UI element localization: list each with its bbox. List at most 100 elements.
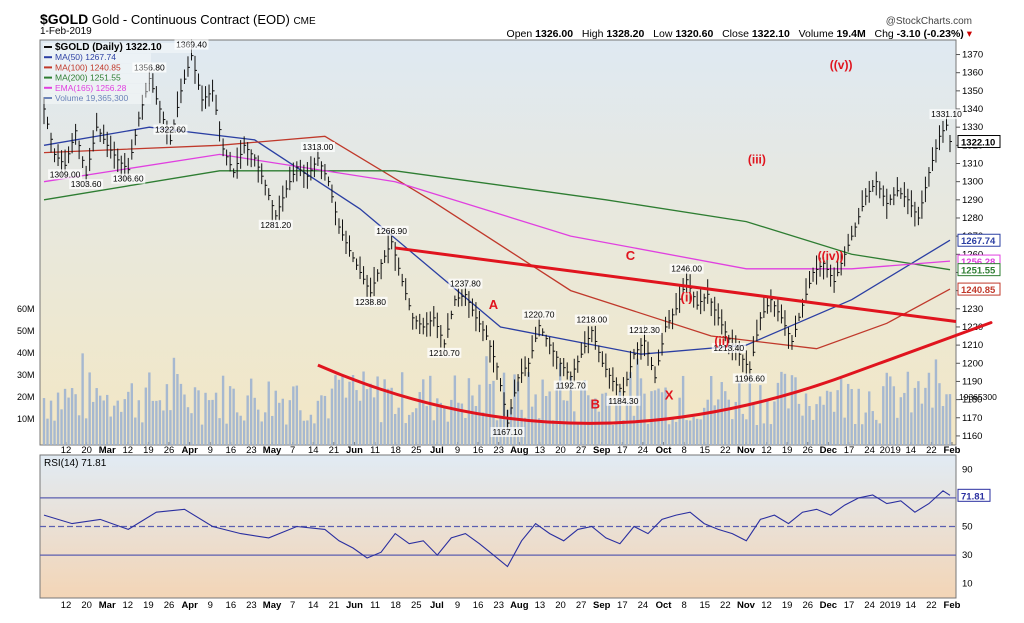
volume-bar	[671, 418, 674, 445]
price-label-bg	[427, 347, 462, 358]
volume-bar	[436, 398, 439, 445]
ma-line-ma100	[43, 135, 951, 350]
price-label: 1213.40	[713, 343, 744, 353]
legend-bg	[43, 43, 193, 53]
volume-bar	[910, 412, 913, 445]
price-label: 1313.00	[303, 142, 334, 152]
volume-bar	[299, 410, 302, 445]
volume-bar	[141, 422, 144, 445]
volume-last-label: 19365300	[959, 392, 997, 402]
legend-entry: MA(50) 1267.74	[55, 52, 116, 62]
volume-bar	[931, 407, 934, 445]
volume-bar	[193, 387, 197, 445]
price-x-tick-label: Oct	[656, 445, 673, 456]
rsi-x-tick-label: 20	[555, 600, 566, 611]
volume-bar	[622, 420, 625, 445]
price-y-tick-label: 1180	[962, 395, 982, 406]
volume-bar	[573, 411, 576, 445]
source-label: @StockCharts.com	[885, 16, 972, 27]
volume-bar	[63, 388, 67, 445]
rsi-x-tick-label: 11	[370, 600, 380, 611]
price-x-tick-label: 23	[246, 445, 257, 456]
price-x-tick-label: 18	[390, 445, 401, 456]
volume-bar	[386, 388, 390, 445]
rsi-x-tick-label: Feb	[944, 600, 961, 611]
rsi-x-tick-label: 20	[81, 600, 92, 611]
volume-bar	[471, 395, 474, 445]
rsi-value-label: 71.81	[961, 491, 985, 502]
volume-bar	[829, 391, 832, 445]
volume-bar	[60, 409, 63, 445]
volume-bar	[808, 406, 811, 445]
volume-bar	[692, 416, 695, 445]
volume-bar	[53, 420, 56, 445]
volume-bar	[688, 420, 692, 445]
price-x-tick-label: 12	[61, 445, 72, 456]
volume-tick-label: 50M	[17, 326, 35, 336]
volume-bar	[351, 375, 355, 445]
price-x-tick-label: 22	[720, 445, 731, 456]
volume-bar	[523, 417, 527, 445]
rsi-x-tick-label: 16	[226, 600, 237, 611]
rsi-x-tick-label: 17	[617, 600, 628, 611]
volume-bar	[815, 404, 818, 445]
price-label: 1331.10	[931, 109, 962, 119]
price-y-tick-label: 1160	[962, 431, 982, 442]
price-x-tick-label: 9	[455, 445, 460, 456]
volume-bar	[601, 393, 604, 445]
price-label: 1184.30	[608, 396, 638, 406]
price-x-tick-label: Dec	[820, 445, 837, 456]
volume-bar	[548, 391, 551, 445]
volume-bar	[559, 363, 562, 445]
volume-bar	[42, 398, 46, 445]
volume-bar	[186, 407, 190, 445]
price-x-tick-label: 17	[617, 445, 628, 456]
volume-bar	[348, 381, 351, 445]
wave-label: (iii)	[748, 152, 766, 166]
volume-bar	[158, 400, 162, 445]
volume-bar	[376, 376, 379, 445]
volume-bar	[302, 420, 306, 445]
last-price-label: 1322.10	[961, 138, 995, 149]
volume-bar	[868, 391, 871, 445]
price-label: 1309.00	[50, 169, 81, 179]
volume-bar	[580, 385, 583, 445]
wave-label: C	[626, 248, 636, 263]
volume-bar	[583, 380, 586, 445]
volume-bar	[362, 371, 365, 445]
rsi-x-tick-label: 9	[455, 600, 460, 611]
rsi-x-tick-label: 13	[535, 600, 546, 611]
legend-entry: EMA(165) 1256.28	[55, 83, 127, 93]
volume-bar	[457, 402, 460, 445]
price-label: 1220.70	[524, 310, 555, 320]
volume-bar	[492, 380, 495, 445]
price-y-tick-label: 1290	[962, 195, 983, 206]
legend-bg	[43, 94, 151, 104]
volume-bar	[172, 357, 176, 445]
volume-bar	[720, 382, 723, 445]
volume-bar	[702, 407, 706, 445]
volume-bar	[422, 379, 425, 445]
volume-bar	[738, 382, 741, 445]
volume-bar	[313, 423, 316, 445]
volume-bar	[896, 417, 899, 445]
price-label: 1196.60	[735, 373, 765, 383]
volume-bar	[681, 375, 685, 445]
volume-bar	[235, 412, 239, 445]
volume-bar	[941, 406, 945, 445]
volume-bar	[934, 359, 938, 445]
rsi-x-tick-label: 18	[390, 600, 401, 611]
legend-entry: Volume 19,365,300	[55, 93, 129, 103]
ema165-value-label: 1256.28	[961, 257, 995, 268]
rsi-x-tick-label: Jun	[346, 600, 363, 611]
volume-bar	[432, 420, 435, 445]
price-label: 1192.70	[556, 381, 586, 391]
price-x-tick-label: 26	[164, 445, 175, 456]
price-x-tick-label: Aug	[510, 445, 529, 456]
volume-bar	[766, 400, 769, 445]
price-label-bg	[448, 278, 483, 289]
price-y-tick-label: 1310	[962, 158, 983, 169]
volume-bar	[397, 407, 400, 445]
volume-bar	[653, 390, 657, 445]
price-label: 1356.80	[134, 63, 165, 73]
